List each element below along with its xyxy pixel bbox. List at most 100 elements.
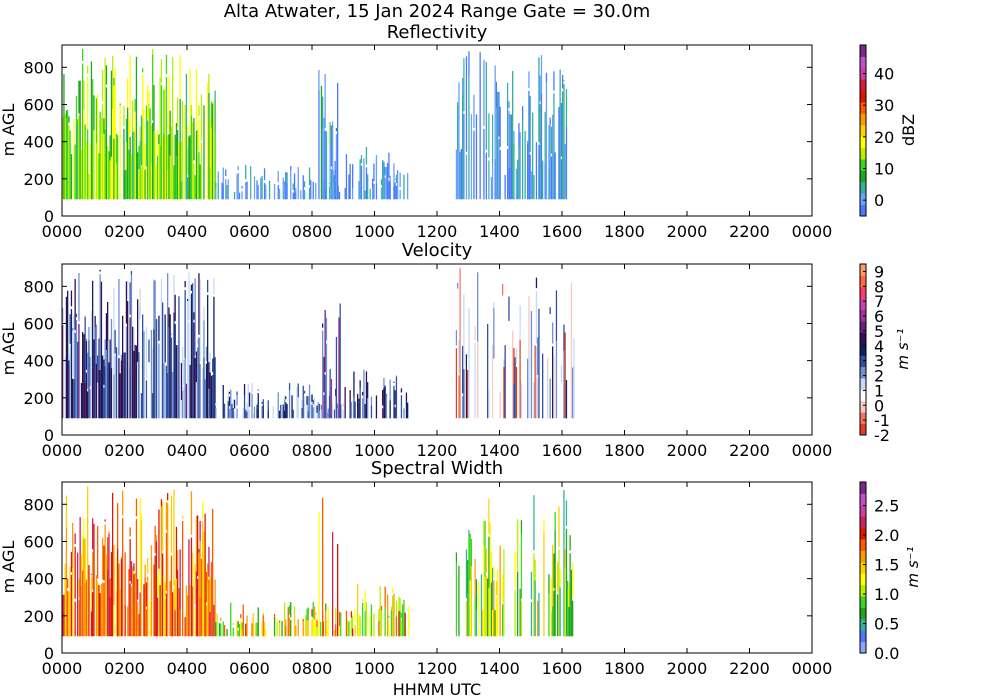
plot-area: 0000 0200 0400 0600 0800 1000 1200 1400 1600 1800… [23,44,832,241]
data-cell [277,171,279,183]
data-cell [197,347,199,419]
data-cell [246,403,248,412]
colorbar-tick-label: 20 [874,128,894,147]
data-cell [194,278,196,356]
data-cell [333,630,336,637]
data-cell [67,109,69,112]
data-cell [342,409,344,419]
data-cell [207,82,209,144]
data-cell [499,546,501,637]
data-cell [388,180,390,200]
data-cell [524,142,526,200]
data-cell [313,606,316,620]
data-cell [369,611,371,614]
data-cell [209,372,211,419]
colorbar-label: dBZ [899,114,918,146]
data-cell [93,129,95,200]
data-cell [359,387,361,419]
data-cell [228,396,231,407]
colorbar-tick-label: 0.5 [874,615,899,634]
data-cell [373,183,375,200]
data-cell [177,340,179,343]
data-cell [148,103,150,200]
y-tick-label: 400 [23,570,54,589]
data-cell [197,129,199,154]
colorbar-tick-label: 0 [874,191,884,210]
data-cell [393,381,395,383]
data-cell [303,396,306,419]
data-cell [564,332,566,419]
data-cell [68,125,70,200]
data-cell [99,111,101,200]
data-cell [129,54,131,135]
data-cell [163,575,165,637]
data-cell [543,533,545,637]
x-tick-label: 0000 [42,659,83,678]
data-cell [330,125,333,167]
data-cell [108,151,110,200]
data-cell [398,611,400,637]
data-cell [172,57,174,70]
data-cell [208,579,210,637]
data-cell [563,324,565,351]
colorbar-tick-label: 0.0 [874,644,899,663]
colorbar-label: m s⁻¹ [904,546,922,587]
data-cell [502,298,504,419]
data-cell [283,399,286,411]
data-cell [359,159,361,200]
data-cell [177,345,179,419]
data-cell [241,622,243,629]
data-cell [388,620,390,637]
data-cell [241,191,243,200]
data-cell [67,578,69,589]
data-cell [457,151,459,200]
colorbar-swatch [860,147,866,160]
data-cell [236,395,238,406]
data-cell [369,188,371,200]
data-cell [92,79,94,200]
data-cell [115,133,118,164]
data-cell [127,606,129,637]
data-cell [383,377,385,388]
data-cell [180,161,183,182]
x-tick-label: 1400 [479,441,520,460]
data-cell [128,149,130,200]
data-cell [144,144,146,167]
data-span-weak-c [344,147,409,200]
data-cell [222,167,224,185]
data-cell [69,130,71,200]
data-cell [457,102,459,152]
data-cell [189,584,191,637]
data-cell [164,365,166,419]
x-tick-label: 0200 [104,222,145,241]
data-cell [155,319,158,419]
data-cell [103,118,105,134]
data-cell [295,188,297,193]
data-cell [384,607,386,637]
data-cell [470,114,472,200]
data-cell [78,578,80,598]
data-cell [198,552,200,637]
colorbar-swatch [860,102,866,114]
data-cell [162,553,164,637]
data-cell [549,307,551,315]
data-cell [132,566,134,637]
data-cell [210,375,213,419]
data-cell [283,181,286,186]
data-cell [256,404,258,409]
data-cell [197,153,199,200]
data-cell [207,582,209,637]
data-cell [103,359,105,385]
data-cell [493,580,495,637]
data-cell [459,151,461,200]
colorbar-swatch [860,343,866,356]
data-cell [172,592,174,637]
data-cell [545,82,548,200]
data-cell [263,182,266,200]
data-cell [94,327,96,419]
data-cell [499,545,501,547]
data-cell [143,584,145,637]
data-cell [345,610,348,637]
data-cell [197,339,199,345]
